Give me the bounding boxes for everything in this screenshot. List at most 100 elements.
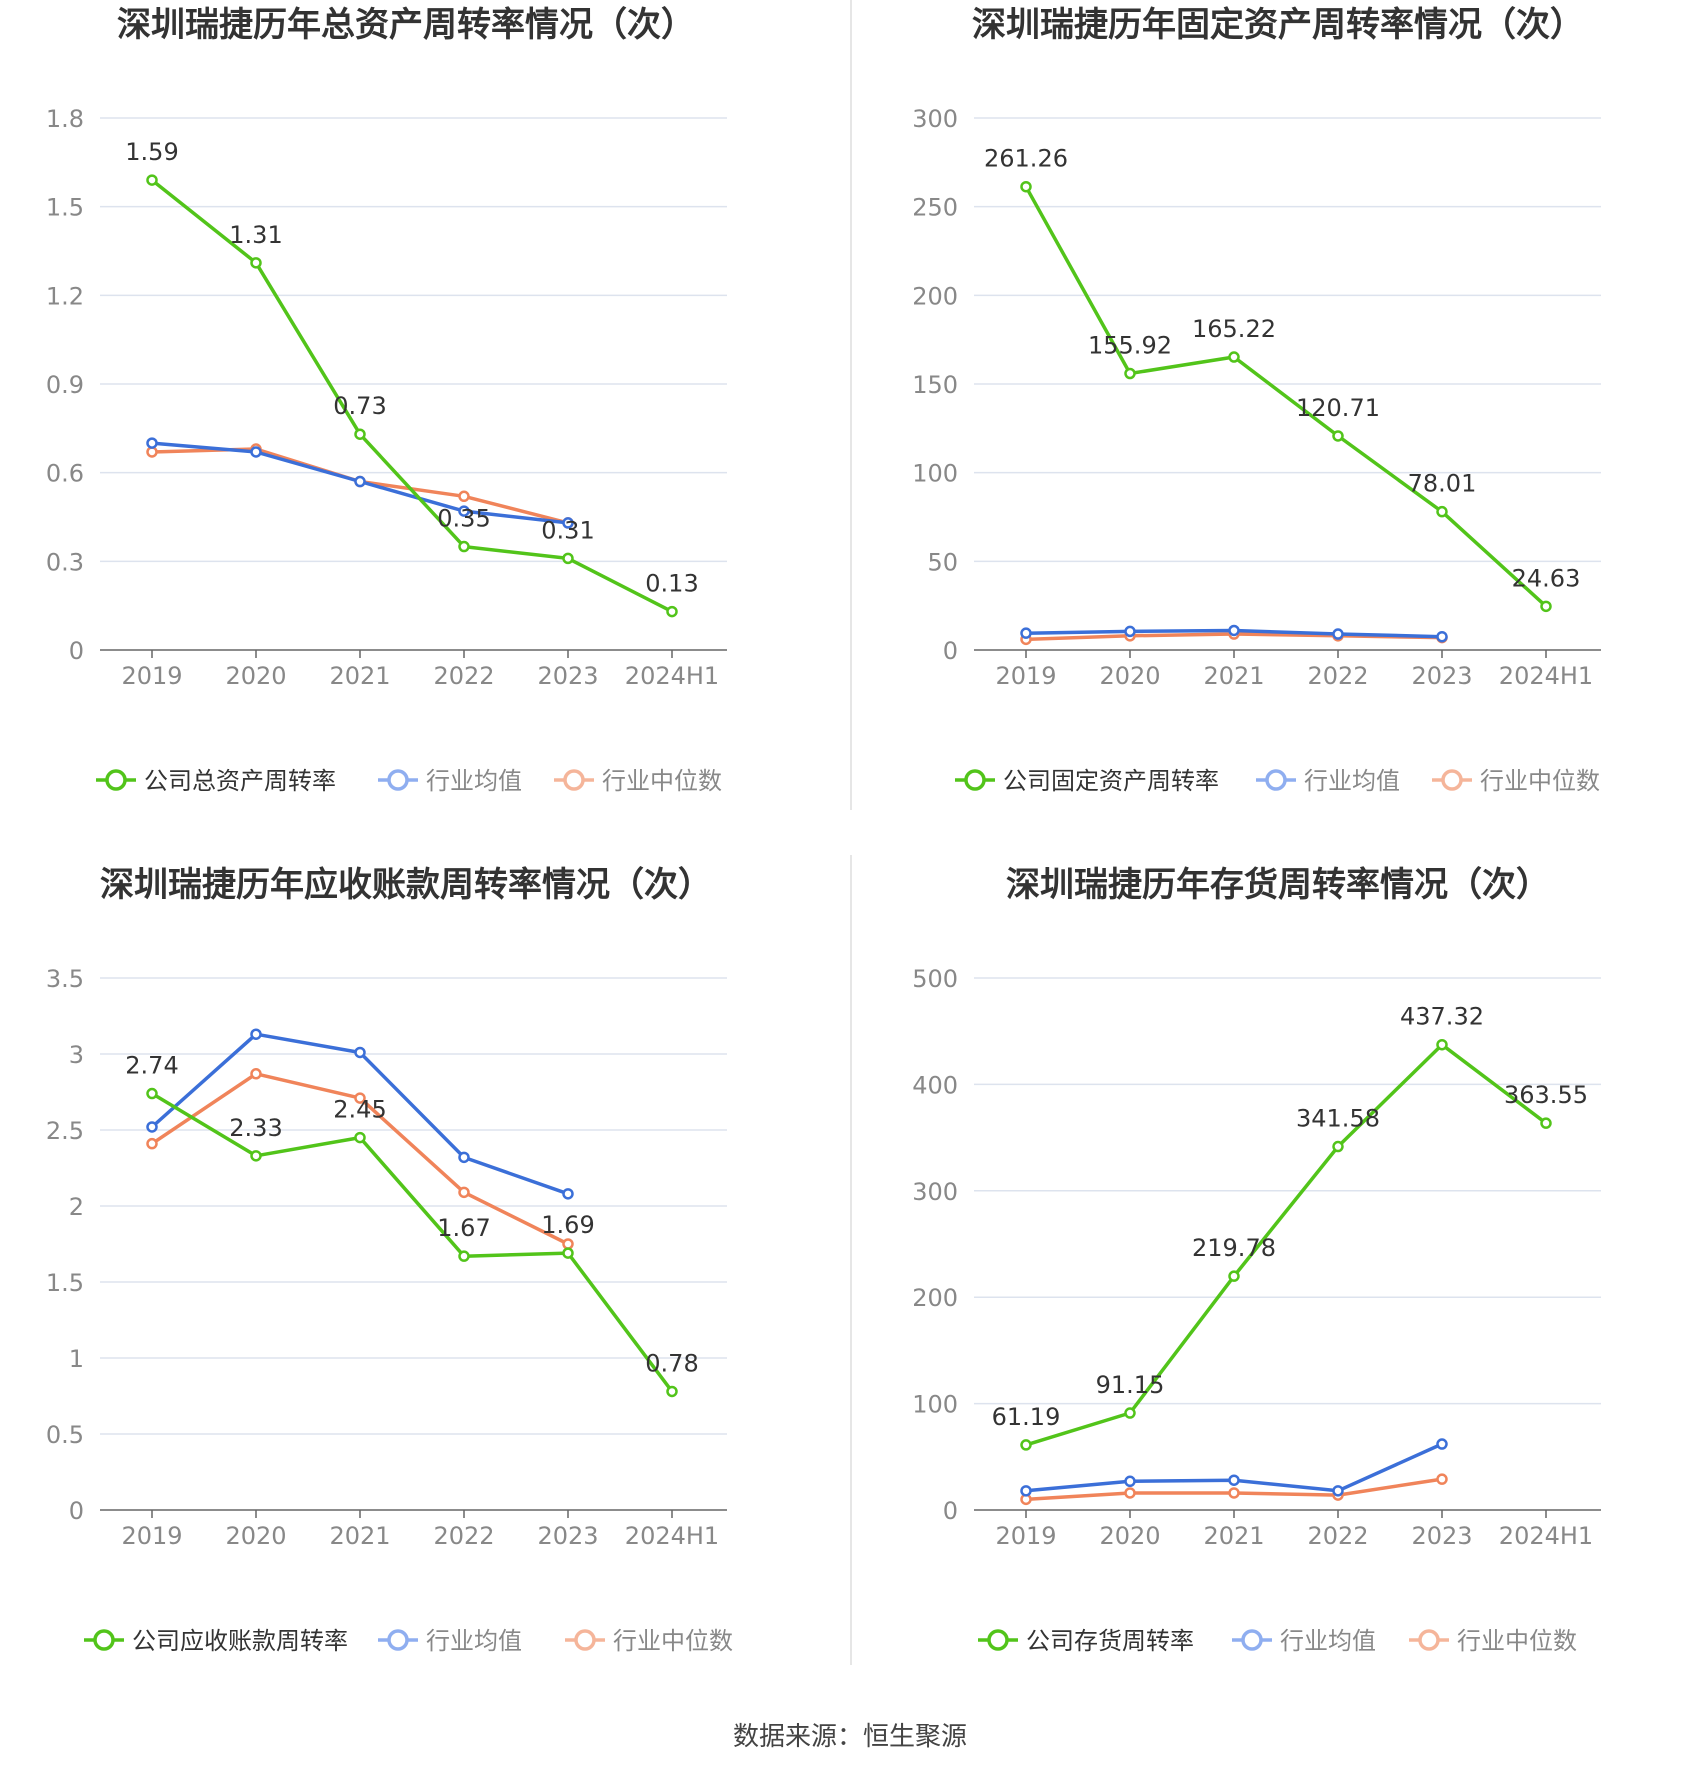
y-tick-label: 200 (912, 282, 958, 310)
data-point (1124, 625, 1136, 638)
y-tick-label: 0 (69, 1497, 84, 1525)
data-label: 0.31 (541, 516, 594, 544)
data-point (250, 257, 262, 269)
x-tick-label: 2020 (225, 662, 286, 690)
data-point (562, 517, 574, 529)
y-tick-label: 0 (943, 637, 958, 665)
data-point (562, 552, 574, 565)
data-label: 363.55 (1504, 1081, 1588, 1109)
y-tick-label: 150 (912, 371, 958, 399)
x-tick-label: 2019 (121, 1522, 182, 1550)
chart-title: 深圳瑞捷历年存货周转率情况（次） (1006, 865, 1550, 905)
series-line-company (1025, 1042, 1548, 1447)
legend-marker (1418, 1629, 1440, 1651)
data-point (1124, 1407, 1136, 1419)
data-point (1124, 1487, 1136, 1499)
data-point (1124, 367, 1136, 380)
data-label: 61.19 (992, 1403, 1061, 1431)
data-label: 341.58 (1296, 1105, 1380, 1133)
legend-label: 行业中位数 (1457, 1627, 1577, 1655)
data-label: 1.67 (437, 1214, 490, 1242)
data-point (1332, 1140, 1344, 1153)
data-label: 0.13 (645, 570, 698, 598)
data-point (1332, 1485, 1344, 1497)
x-tick-label: 2022 (1307, 662, 1368, 690)
y-tick-label: 2.5 (46, 1117, 84, 1145)
y-tick-label: 2 (69, 1193, 84, 1221)
y-tick-label: 500 (912, 965, 958, 993)
data-point (146, 1137, 158, 1150)
data-point (562, 1238, 574, 1250)
data-point (562, 1188, 574, 1200)
data-point (250, 446, 262, 458)
y-tick-label: 1.8 (46, 105, 84, 133)
data-point (1228, 1270, 1240, 1282)
data-label: 1.59 (125, 138, 178, 166)
data-point (250, 1068, 262, 1080)
data-point (1436, 1438, 1448, 1450)
legend-label: 行业均值 (426, 767, 522, 795)
data-point (1332, 430, 1344, 442)
x-tick-label: 2022 (433, 662, 494, 690)
legend-marker (964, 769, 986, 791)
data-point (1332, 628, 1344, 640)
chart-panel-2: 深圳瑞捷历年固定资产周转率情况（次） 0 50 100 150 200 250 300 2019… (912, 5, 1601, 795)
data-label: 0.35 (437, 505, 490, 533)
data-label: 24.63 (1512, 564, 1581, 592)
y-tick-label: 200 (912, 1284, 958, 1312)
legend-marker (563, 769, 585, 791)
data-label: 219.78 (1192, 1234, 1276, 1262)
y-tick-label: 250 (912, 194, 958, 222)
x-tick-label: 2019 (995, 662, 1056, 690)
data-label: 0.78 (645, 1349, 698, 1377)
y-tick-label: 0.9 (46, 371, 84, 399)
y-tick-label: 100 (912, 460, 958, 488)
x-tick-label: 2022 (1307, 1522, 1368, 1550)
legend-marker (387, 769, 409, 791)
legend-marker (93, 1629, 115, 1651)
legend-marker (574, 1629, 596, 1651)
chart-title: 深圳瑞捷历年总资产周转率情况（次） (117, 5, 695, 45)
data-point (1436, 1038, 1448, 1051)
data-label: 2.45 (333, 1096, 386, 1124)
data-point (354, 1131, 366, 1144)
legend-label: 行业均值 (1280, 1627, 1376, 1655)
x-tick-label: 2019 (121, 662, 182, 690)
data-point (1020, 1485, 1032, 1497)
x-tick-label: 2024H1 (1499, 1522, 1593, 1550)
data-label: 261.26 (984, 145, 1068, 173)
data-point (354, 428, 366, 440)
data-point (354, 1046, 366, 1059)
data-point (354, 475, 366, 488)
data-point (1436, 1473, 1448, 1485)
legend-label: 行业均值 (1304, 767, 1400, 795)
y-tick-label: 0.5 (46, 1421, 84, 1449)
y-tick-label: 1.2 (46, 282, 84, 310)
data-source-note: 数据来源：恒生聚源 (732, 1722, 967, 1752)
x-tick-label: 2019 (995, 1522, 1056, 1550)
data-point (666, 1385, 678, 1398)
chart-panel-3: 深圳瑞捷历年应收账款周转率情况（次） 0 0.5 1 1.5 2 2.5 3 3.5 2019 20… (46, 865, 733, 1655)
y-tick-label: 3.5 (46, 965, 84, 993)
data-point (666, 605, 678, 618)
data-point (562, 1247, 574, 1259)
x-tick-label: 2020 (1099, 662, 1160, 690)
data-point (1020, 180, 1032, 193)
data-point (458, 1250, 470, 1262)
legend-marker (1441, 769, 1463, 791)
data-point (1436, 505, 1448, 518)
data-label: 437.32 (1400, 1003, 1484, 1031)
legend-marker (1265, 769, 1287, 791)
chart-panel-4: 深圳瑞捷历年存货周转率情况（次） 0 100 200 300 400 500 2019 2020… (912, 865, 1601, 1655)
data-point (250, 1028, 262, 1040)
data-label: 165.22 (1192, 315, 1276, 343)
y-tick-label: 0 (69, 637, 84, 665)
data-point (1228, 624, 1240, 637)
y-tick-label: 1 (69, 1345, 84, 1373)
data-point (1540, 1117, 1552, 1129)
data-point (1540, 600, 1552, 613)
chart-title: 深圳瑞捷历年固定资产周转率情况（次） (972, 5, 1584, 45)
y-tick-label: 0.6 (46, 460, 84, 488)
